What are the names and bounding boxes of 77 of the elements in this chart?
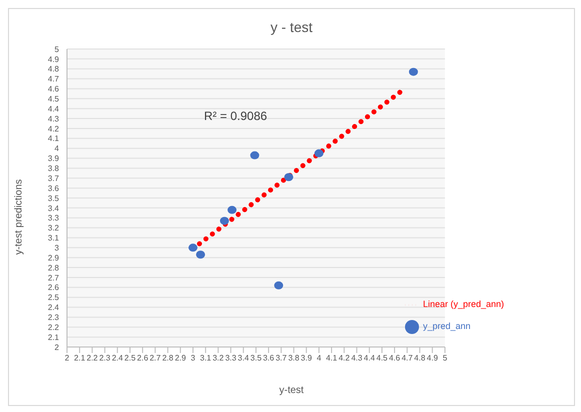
y-tick-label: 2.4: [48, 303, 60, 312]
y-tick-label: 4.1: [48, 134, 60, 144]
x-tick-label: 3.7: [276, 354, 288, 363]
x-tick-label: 4.8: [414, 354, 426, 363]
y-tick-label: 2.2: [48, 322, 60, 332]
y-tick-label: 3: [54, 244, 60, 253]
x-tick-label: 2.9: [174, 354, 186, 363]
x-tick-label: 2.7: [150, 354, 162, 363]
legend-label: y_pred_ann: [422, 321, 470, 331]
point: [250, 151, 260, 160]
x-tick-label: 3.8: [288, 354, 300, 363]
x-tick-label: 2.5: [124, 354, 136, 363]
x-tick-label: 4.7: [402, 354, 414, 363]
point: [220, 216, 229, 225]
y-tick-label: 2.3: [48, 313, 60, 322]
legend-label: Linear (y_pred_ann): [422, 299, 504, 309]
y-tick-label: 3.8: [48, 164, 60, 174]
y-tick-label: 4.6: [48, 84, 60, 94]
y-tick-label: 2.6: [48, 283, 60, 292]
x-tick-label: 2.2: [86, 354, 98, 363]
y-tick-label: 2.7: [48, 273, 60, 282]
y-tick-label: 2.9: [48, 253, 60, 262]
y-tick-label: 3.4: [48, 204, 60, 213]
y-tick-label: 2.8: [48, 263, 60, 272]
x-tick-label: 3.5: [250, 354, 262, 363]
y-tick-label: 4.7: [48, 74, 60, 84]
y-tick-label: 4.8: [48, 64, 60, 74]
x-tick-label: 2.3: [99, 354, 111, 363]
point: [284, 173, 294, 182]
y-tick-label: 5: [54, 44, 60, 54]
y-tick-label: 4.5: [48, 94, 60, 104]
point: [314, 149, 324, 158]
y-tick-label: 2: [54, 342, 60, 352]
x-tick-label: 2.6: [137, 354, 149, 363]
annotation: R² = 0.9086: [204, 109, 268, 123]
y-tick-label: 3.1: [48, 234, 60, 243]
x-tick-label: 3.4: [238, 354, 250, 363]
y-tick-label: 4.2: [48, 124, 60, 134]
x-tick-label: 4.2: [338, 354, 350, 363]
point: [408, 68, 418, 76]
y-tick-label: 3.9: [48, 154, 60, 164]
y-tick-label: 4.3: [48, 114, 60, 124]
x-tick-label: 3.3: [225, 354, 237, 363]
x-tick-label: 2.8: [162, 354, 174, 363]
x-tick-label: 5: [442, 354, 448, 363]
y-tick-label: 4.9: [48, 54, 60, 64]
x-tick-label: 3.9: [300, 354, 312, 363]
x-tick-label: 4: [316, 354, 322, 363]
x-tick-label: 3.6: [263, 354, 275, 363]
x-tick-label: 4.4: [364, 354, 376, 363]
x-tick-label: 2.4: [112, 354, 124, 363]
x-tick-label: 2: [64, 354, 70, 363]
y-tick-label: 2.5: [48, 293, 60, 302]
x-tick-label: 3.2: [212, 354, 224, 363]
point: [228, 206, 237, 214]
x-tick-label: 4.5: [376, 354, 388, 363]
x-axis-title: y-test: [278, 385, 305, 396]
point: [274, 281, 284, 290]
y-axis-title: y-test predictions: [14, 179, 24, 255]
y-tick-label: 3.5: [48, 194, 60, 203]
chart-title: y - test: [269, 19, 314, 35]
y-tick-label: 2.1: [48, 332, 60, 342]
x-tick-label: 3: [190, 354, 196, 363]
y-tick-label: 3.6: [48, 184, 60, 193]
x-tick-label: 4.1: [326, 354, 338, 363]
x-tick-label: 2.1: [74, 354, 86, 363]
point: [188, 244, 198, 252]
y-tick-label: 4.4: [48, 104, 60, 114]
point: [196, 250, 206, 259]
x-tick-label: 4.3: [351, 354, 363, 363]
y-tick-label: 3.7: [48, 174, 60, 183]
x-tick-label: 4.9: [426, 354, 438, 363]
y-tick-label: 4: [54, 144, 60, 154]
x-tick-label: 4.6: [388, 354, 401, 363]
x-tick-label: 3.1: [200, 354, 212, 363]
y-tick-label: 3.3: [48, 214, 60, 223]
y-tick-label: 3.2: [48, 224, 60, 233]
